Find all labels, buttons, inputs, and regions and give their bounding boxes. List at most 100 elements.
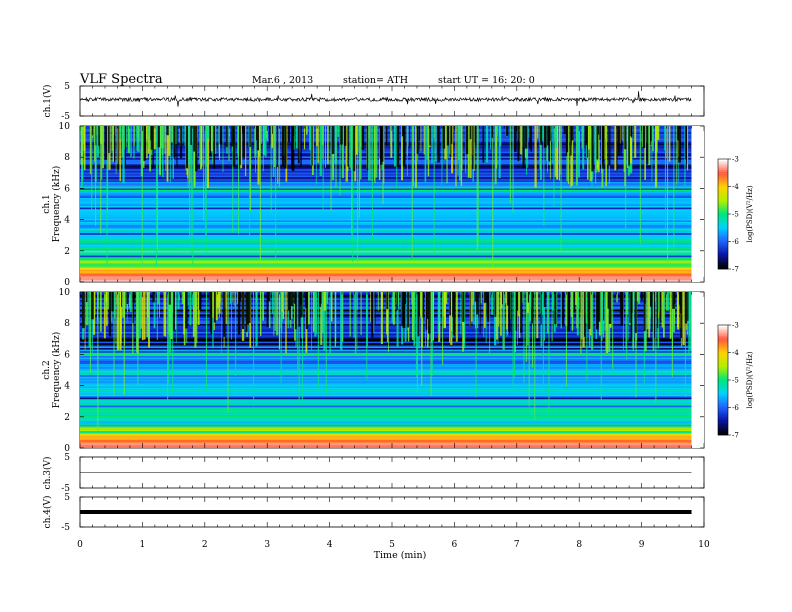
freq-band [80, 236, 692, 239]
spheric-streak [664, 126, 666, 230]
burst-streak [136, 126, 139, 151]
burst-streak [295, 126, 298, 149]
burst-streak [495, 292, 498, 340]
burst-streak [215, 292, 218, 321]
freq-band [80, 198, 692, 200]
burst-streak [396, 292, 399, 347]
freq-band [80, 210, 692, 213]
burst-streak [316, 126, 318, 147]
burst-streak [212, 292, 214, 349]
burst-streak [485, 292, 487, 344]
burst-streak [540, 126, 542, 180]
colorbar-swatch [718, 339, 728, 342]
colorbar-tick-label: -6 [732, 404, 739, 412]
dark-gap [124, 126, 126, 169]
colorbar-swatch [718, 420, 728, 423]
colorbar-swatch [718, 159, 728, 162]
burst-streak [605, 126, 607, 187]
ch1-waveform-panel [79, 91, 692, 107]
freq-band [80, 246, 692, 248]
burst-streak [129, 292, 131, 308]
dark-gap [644, 292, 646, 304]
burst-streak [311, 126, 314, 175]
ch1-spec-ytick-label: 2 [64, 247, 70, 257]
burst-streak [228, 126, 230, 161]
spheric-streak [358, 126, 360, 218]
burst-streak [390, 126, 392, 147]
spheric-streak [433, 126, 435, 255]
dark-gap [185, 292, 188, 329]
x-tick-label: 4 [327, 540, 333, 550]
freq-band [80, 423, 692, 425]
freq-band [80, 330, 692, 333]
burst-streak [197, 292, 200, 325]
spheric-streak [250, 126, 252, 212]
burst-streak [391, 292, 394, 323]
dark-gap [344, 126, 347, 146]
freq-band [80, 314, 692, 317]
burst-streak [99, 292, 102, 332]
x-tick-label: 6 [452, 540, 458, 550]
burst-streak [550, 126, 552, 134]
burst-streak [166, 126, 168, 181]
freq-band [80, 239, 692, 242]
burst-streak [353, 292, 355, 338]
freq-band [80, 293, 692, 296]
colorbar-swatch [718, 376, 728, 379]
burst-streak [221, 292, 222, 353]
freq-band [80, 298, 692, 301]
dark-gap [266, 292, 269, 328]
burst-streak [449, 292, 450, 343]
colorbar-swatch [718, 201, 728, 204]
burst-streak [473, 292, 475, 326]
burst-streak [589, 126, 592, 182]
spheric-streak [100, 126, 102, 234]
burst-streak [80, 126, 83, 165]
burst-streak [629, 126, 632, 164]
freq-band [80, 127, 692, 130]
burst-streak [552, 292, 554, 311]
freq-band [80, 138, 692, 141]
burst-streak [103, 292, 106, 339]
colorbar-swatch [718, 219, 728, 222]
colorbar-swatch [718, 381, 728, 384]
spheric-streak [416, 292, 418, 393]
freq-band [80, 150, 692, 152]
dark-gap [643, 292, 646, 332]
dark-gap [91, 126, 93, 136]
dark-gap [284, 126, 287, 169]
burst-streak [147, 292, 150, 339]
burst-streak [146, 126, 148, 159]
burst-streak [420, 126, 422, 152]
colorbar-swatch [718, 403, 728, 406]
freq-band [80, 410, 692, 413]
colorbar-swatch [718, 265, 728, 268]
dark-gap [624, 126, 627, 150]
freq-band [80, 129, 692, 131]
burst-streak [471, 126, 473, 141]
dark-gap [686, 126, 688, 165]
freq-band [80, 145, 692, 147]
dark-gap [622, 292, 624, 310]
freq-band [80, 365, 692, 368]
ch1-colorbar: -3 -4 -5 -6 -7 [717, 156, 739, 274]
freq-band [80, 228, 692, 231]
burst-streak [337, 126, 339, 137]
burst-streak [641, 126, 643, 148]
dark-gap [507, 292, 509, 306]
freq-band [80, 167, 692, 170]
freq-band [80, 386, 692, 389]
freq-band [80, 327, 692, 329]
dark-gap [502, 292, 503, 305]
freq-band [80, 426, 692, 429]
burst-streak [201, 126, 203, 167]
burst-streak [360, 126, 363, 147]
burst-streak [192, 292, 195, 337]
ch2-spectrogram-ylabel-top: ch.2 [42, 360, 52, 379]
burst-streak [165, 126, 167, 171]
ch1-spec-ytick-label: 8 [64, 153, 70, 163]
colorbar-swatch [718, 236, 728, 239]
colorbar-swatch [718, 385, 728, 388]
burst-streak [101, 126, 103, 180]
burst-streak [546, 292, 549, 334]
